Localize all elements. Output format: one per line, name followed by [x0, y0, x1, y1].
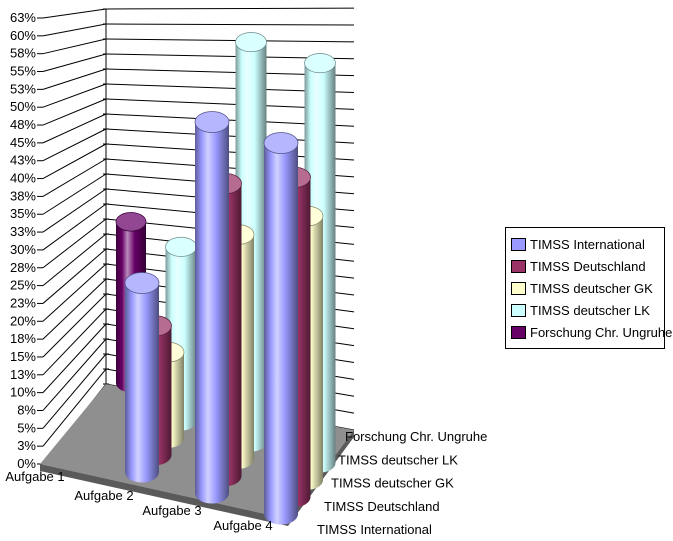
- legend-item-timss-international[interactable]: TIMSS International: [511, 233, 660, 255]
- gridline-left-wall: [42, 8, 107, 19]
- gridline-back-wall: [105, 23, 355, 26]
- y-axis-tick-label: 55%: [10, 64, 36, 79]
- gridline-left-wall: [42, 218, 107, 269]
- gridline-left-wall: [42, 203, 107, 251]
- series-axis-label: TIMSS International: [317, 522, 432, 536]
- bar-cylinder-timss-international-2[interactable]: [124, 272, 160, 483]
- y-axis-tick-label: 53%: [10, 81, 36, 96]
- legend-item-timss-deutscher-gk[interactable]: TIMSS deutscher GK: [511, 277, 660, 299]
- chart-wall-left: [40, 9, 106, 464]
- gridline-left-wall: [42, 368, 107, 447]
- gridline-left-wall: [42, 308, 107, 376]
- gridline-left-wall: [42, 38, 107, 55]
- category-axis-label: Aufgabe 3: [142, 503, 201, 518]
- y-axis-tick-label: 58%: [10, 46, 36, 61]
- gridline-left-wall: [42, 188, 107, 233]
- gridline-left-wall: [42, 158, 107, 197]
- legend-label: Forschung Chr. Ungruhe: [530, 324, 673, 340]
- legend: TIMSS International TIMSS Deutschland TIMS…: [505, 227, 672, 349]
- gridline-left-wall: [42, 353, 107, 429]
- legend-label: TIMSS International: [530, 236, 645, 252]
- legend-item-timss-deutscher-lk[interactable]: TIMSS deutscher LK: [511, 299, 660, 321]
- gridline-left-wall: [42, 98, 107, 126]
- gridline-back-wall: [105, 7, 355, 10]
- gridline-left-wall: [42, 68, 107, 90]
- y-axis-tick-label: 48%: [10, 117, 36, 132]
- category-axis-label: Aufgabe 2: [74, 488, 133, 503]
- y-axis-tick-label: 63%: [10, 10, 36, 25]
- gridline-left-wall: [42, 128, 107, 162]
- y-axis-tick-label: 0%: [17, 456, 36, 471]
- legend-label: TIMSS deutscher GK: [530, 280, 653, 296]
- y-axis-tick-label: 15%: [10, 349, 36, 364]
- y-axis-tick-label: 25%: [10, 278, 36, 293]
- y-axis-tick-label: 10%: [10, 385, 36, 400]
- gridline-left-wall: [42, 113, 107, 144]
- legend-item-forschung-chr-ungruhe[interactable]: Forschung Chr. Ungruhe: [511, 321, 672, 343]
- y-axis-tick-label: 60%: [10, 28, 36, 43]
- y-axis-tick-label: 35%: [10, 206, 36, 221]
- category-axis-label: Aufgabe 4: [213, 518, 272, 533]
- y-axis-tick-label: 18%: [10, 331, 36, 346]
- y-axis-tick-label: 5%: [17, 420, 36, 435]
- series-axis-label: TIMSS deutscher GK: [331, 476, 454, 491]
- legend-swatch: [511, 325, 526, 339]
- y-axis-tick-label: 3%: [17, 438, 36, 453]
- legend-swatch: [511, 303, 526, 317]
- gridline-left-wall: [42, 53, 107, 73]
- chart-floor-edge-front: [40, 464, 288, 526]
- series-axis-label: TIMSS deutscher LK: [338, 452, 458, 467]
- legend-label: TIMSS deutscher LK: [530, 302, 650, 318]
- gridline-left-wall: [42, 83, 107, 108]
- gridline-left-wall: [42, 293, 107, 358]
- series-axis-label: Forschung Chr. Ungruhe: [345, 429, 487, 444]
- gridline-left-wall: [42, 23, 107, 37]
- legend-swatch: [511, 237, 526, 251]
- y-axis-tick-label: 45%: [10, 135, 36, 150]
- y-axis-tick-label: 23%: [10, 295, 36, 310]
- y-axis-tick-label: 20%: [10, 313, 36, 328]
- series-axis-label: TIMSS Deutschland: [324, 499, 440, 514]
- gridline-left-wall: [42, 143, 107, 179]
- legend-swatch: [511, 281, 526, 295]
- legend-item-timss-deutschland[interactable]: TIMSS Deutschland: [511, 255, 660, 277]
- y-axis-tick-label: 50%: [10, 99, 36, 114]
- y-axis-tick-label: 8%: [17, 402, 36, 417]
- gridline-left-wall: [42, 233, 107, 286]
- category-axis-label: Aufgabe 1: [5, 469, 64, 484]
- gridline-left-wall: [42, 263, 107, 322]
- y-axis-tick-label: 40%: [10, 171, 36, 186]
- y-axis-tick-label: 30%: [10, 242, 36, 257]
- gridline-left-wall: [42, 323, 107, 393]
- bar-cylinder-timss-international-3[interactable]: [194, 111, 230, 504]
- legend-label: TIMSS Deutschland: [530, 258, 646, 274]
- y-axis-tick-label: 38%: [10, 188, 36, 203]
- y-axis-tick-label: 13%: [10, 367, 36, 382]
- y-axis-tick-label: 33%: [10, 224, 36, 239]
- bar-cylinder-timss-international-4[interactable]: [263, 132, 299, 525]
- gridline-back-wall: [105, 38, 355, 43]
- y-axis-tick-label: 28%: [10, 260, 36, 275]
- gridline-left-wall: [42, 278, 107, 340]
- y-axis-tick-label: 43%: [10, 153, 36, 168]
- gridline-left-wall: [42, 338, 107, 411]
- gridline-left-wall: [42, 173, 107, 215]
- gridline-left-wall: [42, 248, 107, 304]
- legend-swatch: [511, 259, 526, 273]
